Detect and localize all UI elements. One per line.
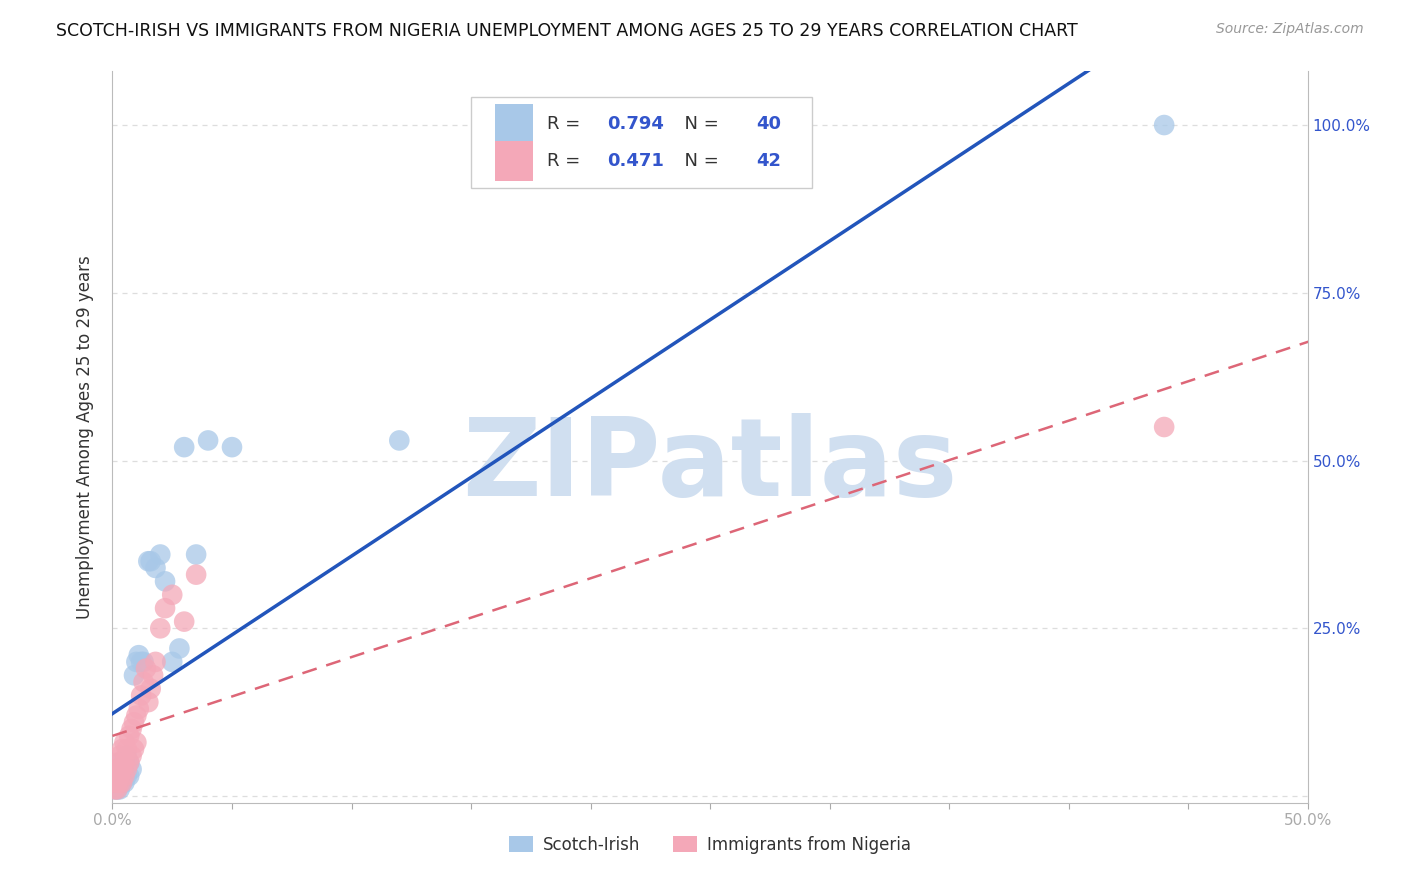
Text: 40: 40 <box>756 115 782 133</box>
Point <box>128 702 150 716</box>
Point <box>132 675 155 690</box>
Point <box>111 762 134 776</box>
Point <box>153 601 176 615</box>
Point <box>108 769 131 783</box>
Point <box>111 762 134 776</box>
Legend: Scotch-Irish, Immigrants from Nigeria: Scotch-Irish, Immigrants from Nigeria <box>503 829 917 860</box>
Point <box>132 655 155 669</box>
Point <box>111 775 134 789</box>
Text: R =: R = <box>547 153 586 170</box>
Point <box>138 695 160 709</box>
Y-axis label: Unemployment Among Ages 25 to 29 years: Unemployment Among Ages 25 to 29 years <box>76 255 94 619</box>
Point <box>169 641 191 656</box>
Point <box>114 769 135 783</box>
Point <box>114 756 135 770</box>
Point <box>128 648 150 662</box>
Point <box>108 748 131 763</box>
Point <box>104 775 127 789</box>
Point <box>142 668 165 682</box>
Point <box>114 756 135 770</box>
Point <box>129 655 152 669</box>
Point <box>108 762 131 776</box>
Point <box>111 769 134 783</box>
Point <box>108 775 131 789</box>
Text: 42: 42 <box>756 153 782 170</box>
Point <box>122 742 145 756</box>
Point <box>105 769 128 783</box>
Point <box>114 769 135 783</box>
Point <box>118 729 141 743</box>
Point <box>388 434 411 448</box>
Point <box>138 554 160 568</box>
Text: N =: N = <box>673 153 724 170</box>
Point <box>115 769 138 783</box>
Text: ZIPatlas: ZIPatlas <box>463 413 957 519</box>
Point <box>118 756 141 770</box>
Text: N =: N = <box>673 115 724 133</box>
Point <box>104 775 127 789</box>
Point <box>1153 420 1175 434</box>
Point <box>108 769 131 783</box>
Point <box>173 440 195 454</box>
Point <box>104 782 127 797</box>
FancyBboxPatch shape <box>495 104 533 145</box>
Text: SCOTCH-IRISH VS IMMIGRANTS FROM NIGERIA UNEMPLOYMENT AMONG AGES 25 TO 29 YEARS C: SCOTCH-IRISH VS IMMIGRANTS FROM NIGERIA … <box>56 22 1078 40</box>
Point <box>118 769 141 783</box>
Text: 0.794: 0.794 <box>607 115 664 133</box>
Point <box>104 769 127 783</box>
Point <box>114 735 135 749</box>
Point <box>122 715 145 730</box>
Text: 0.471: 0.471 <box>607 153 664 170</box>
Point <box>121 722 143 736</box>
Text: Source: ZipAtlas.com: Source: ZipAtlas.com <box>1216 22 1364 37</box>
Point <box>118 756 141 770</box>
Point <box>105 775 128 789</box>
Point <box>105 782 128 797</box>
Point <box>108 782 131 797</box>
FancyBboxPatch shape <box>495 141 533 181</box>
Point <box>149 548 172 562</box>
Point <box>125 708 148 723</box>
Point <box>186 548 208 562</box>
Point <box>111 775 134 789</box>
Text: R =: R = <box>547 115 586 133</box>
Point <box>139 554 162 568</box>
Point <box>122 668 145 682</box>
Point <box>121 748 143 763</box>
Point <box>125 735 148 749</box>
Point <box>125 655 148 669</box>
Point <box>129 689 152 703</box>
Point <box>197 434 219 448</box>
Point <box>105 782 128 797</box>
Point <box>104 769 127 783</box>
Point <box>111 742 134 756</box>
Point <box>173 615 195 629</box>
Point <box>114 775 135 789</box>
Point <box>115 748 138 763</box>
Point <box>115 742 138 756</box>
Point <box>162 588 183 602</box>
Point <box>105 762 128 776</box>
Point <box>108 775 131 789</box>
Point <box>139 681 162 696</box>
Point <box>105 756 128 770</box>
Point <box>1153 118 1175 132</box>
Point <box>186 567 208 582</box>
Point <box>145 655 167 669</box>
Point <box>145 561 167 575</box>
Point <box>105 769 128 783</box>
Point <box>162 655 183 669</box>
Point <box>105 775 128 789</box>
Point <box>115 762 138 776</box>
FancyBboxPatch shape <box>471 97 811 188</box>
Point <box>135 662 157 676</box>
Point <box>104 762 127 776</box>
Point <box>121 762 143 776</box>
Point <box>108 756 131 770</box>
Point <box>149 621 172 635</box>
Point <box>104 782 127 797</box>
Point <box>153 574 176 589</box>
Point <box>221 440 243 454</box>
